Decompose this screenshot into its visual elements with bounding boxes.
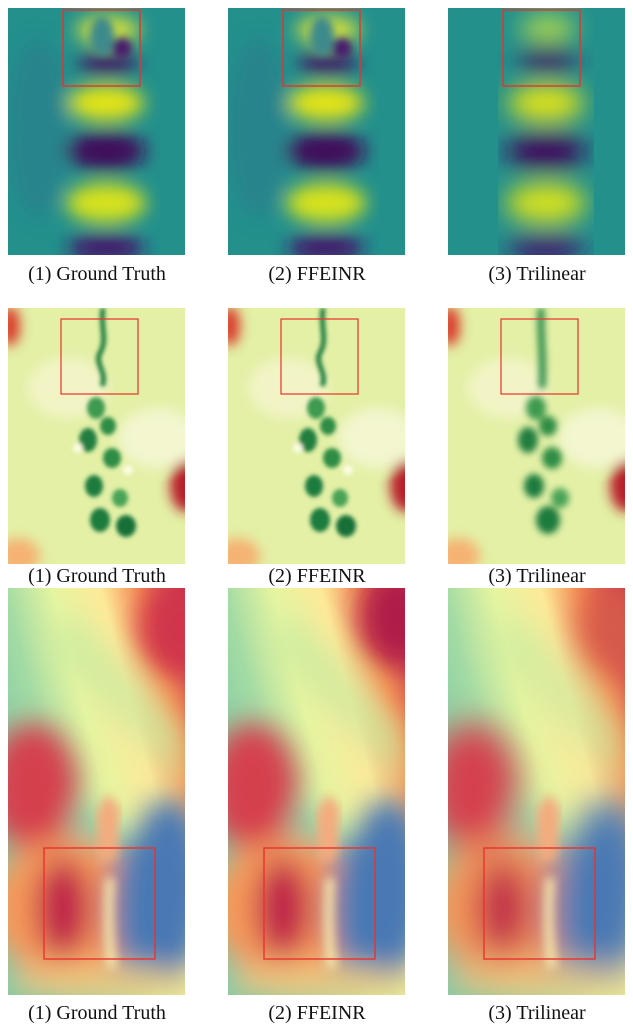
row3-caption-1: (1) Ground Truth xyxy=(28,1002,166,1024)
row3-panel1-heatmap xyxy=(8,588,185,995)
zoom-box xyxy=(43,847,156,960)
row3-caption-2: (2) FFEINR xyxy=(268,1002,366,1024)
row3-panel3-image xyxy=(448,588,625,995)
row1-panel1-heatmap xyxy=(8,8,185,255)
row1-panel2-heatmap xyxy=(228,8,405,255)
zoom-box xyxy=(263,847,376,960)
row2-panel3-image xyxy=(448,308,625,564)
row3-caption-3: (3) Trilinear xyxy=(488,1002,586,1024)
row2-panel2-image xyxy=(228,308,405,564)
row2-caption-2: (2) FFEINR xyxy=(268,565,366,587)
row1-panel3-heatmap xyxy=(448,8,625,255)
zoom-box xyxy=(62,9,141,87)
row1-caption-1: (1) Ground Truth xyxy=(28,263,166,285)
row2-panel1-image xyxy=(8,308,185,564)
row1-panel1-image xyxy=(8,8,185,255)
zoom-box xyxy=(282,9,361,87)
zoom-box xyxy=(280,318,359,395)
row1-panel3-image xyxy=(448,8,625,255)
row3-panel2-heatmap xyxy=(228,588,405,995)
row2-caption-3: (3) Trilinear xyxy=(488,565,586,587)
row1-panel2-image xyxy=(228,8,405,255)
row3-panel3-heatmap xyxy=(448,588,625,995)
row2-panel3-heatmap xyxy=(448,308,625,564)
row2-panel1-heatmap xyxy=(8,308,185,564)
row3-panel2-image xyxy=(228,588,405,995)
row1-caption-2: (2) FFEINR xyxy=(268,263,366,285)
row1-caption-3: (3) Trilinear xyxy=(488,263,586,285)
zoom-box xyxy=(60,318,139,395)
zoom-box xyxy=(500,318,579,395)
zoom-box xyxy=(502,9,581,87)
zoom-box xyxy=(483,847,596,960)
row3-panel1-image xyxy=(8,588,185,995)
row2-panel2-heatmap xyxy=(228,308,405,564)
row2-caption-1: (1) Ground Truth xyxy=(28,565,166,587)
